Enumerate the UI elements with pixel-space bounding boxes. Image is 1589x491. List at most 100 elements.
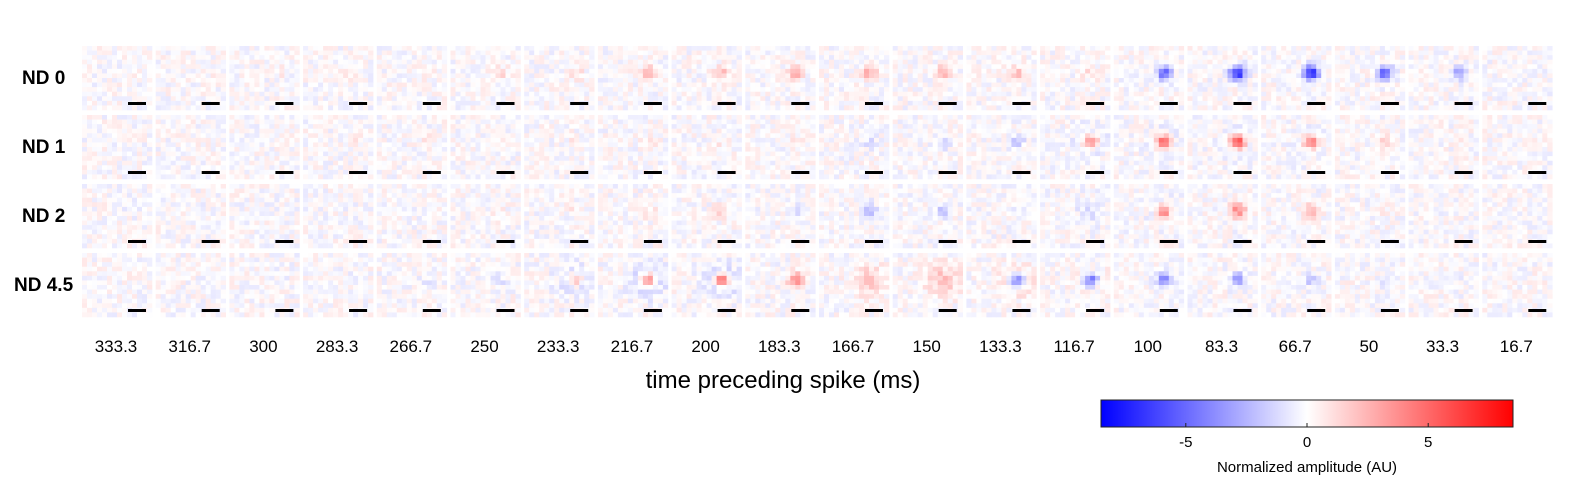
heatmap-cell [460, 87, 466, 93]
heatmap-cell [122, 82, 128, 88]
heatmap-cell [480, 64, 486, 70]
heatmap-tile [1261, 46, 1332, 111]
heatmap-cell [765, 82, 771, 88]
heatmap-cell [800, 91, 806, 97]
heatmap-cell [1547, 100, 1553, 106]
heatmap-cell [294, 137, 300, 143]
heatmap-cell [1173, 105, 1180, 111]
heatmap-cell [1222, 105, 1228, 111]
heatmap-cell [1502, 68, 1508, 74]
heatmap-cell [1227, 96, 1233, 102]
heatmap-cell [716, 64, 722, 70]
heatmap-cell [637, 59, 644, 65]
heatmap-cell [82, 156, 88, 162]
heatmap-cell [210, 50, 216, 56]
heatmap-cell [805, 64, 811, 70]
heatmap-cell [1026, 73, 1032, 79]
heatmap-cell [1075, 68, 1081, 74]
heatmap-cell [1443, 55, 1449, 61]
heatmap-cell [358, 78, 364, 83]
heatmap-cell [1438, 59, 1444, 65]
heatmap-cell [1281, 50, 1287, 56]
heatmap-cell [1100, 78, 1106, 83]
heatmap-cell [294, 68, 300, 74]
heatmap-cell [1316, 87, 1322, 93]
heatmap-cell [785, 82, 791, 88]
heatmap-cell [205, 115, 211, 120]
heatmap-cell [795, 55, 801, 61]
heatmap-cell [249, 105, 255, 111]
heatmap-cell [1055, 100, 1061, 106]
heatmap-cell [475, 50, 481, 56]
heatmap-cell [1482, 87, 1488, 93]
heatmap-cell [1448, 87, 1454, 93]
heatmap-cell [112, 105, 118, 111]
heatmap-cell [431, 73, 438, 79]
heatmap-cell [976, 87, 982, 93]
heatmap-cell [897, 105, 903, 111]
heatmap-cell [485, 64, 491, 70]
heatmap-cell [800, 105, 806, 111]
heatmap-cell [574, 59, 580, 65]
heatmap-cell [869, 91, 875, 97]
heatmap-cell [731, 73, 737, 79]
heatmap-cell [957, 46, 963, 51]
heatmap-cell [622, 46, 629, 51]
heatmap-cell [289, 64, 295, 70]
heatmap-cell [681, 78, 687, 83]
heatmap-cell [127, 124, 133, 130]
heatmap-cell [810, 46, 816, 51]
heatmap-cell [391, 73, 398, 79]
heatmap-cell [957, 73, 963, 79]
heatmap-cell [1542, 64, 1548, 70]
heatmap-cell [450, 55, 456, 61]
heatmap-cell [671, 100, 677, 106]
heatmap-cell [549, 100, 555, 106]
heatmap-cell [264, 165, 270, 171]
heatmap-cell [539, 68, 545, 74]
heatmap-cell [205, 151, 211, 157]
heatmap-cell [805, 46, 811, 51]
heatmap-cell [1349, 105, 1356, 111]
heatmap-cell [254, 119, 260, 125]
heatmap-cell [1354, 46, 1361, 51]
heatmap-cell [495, 87, 501, 93]
heatmap-cell [849, 59, 855, 65]
heatmap-cell [1389, 59, 1396, 65]
heatmap-cell [622, 59, 629, 65]
heatmap-cell [391, 160, 398, 166]
heatmap-cell [795, 91, 801, 97]
heatmap-cell [1040, 68, 1046, 74]
heatmap-cell [1163, 68, 1170, 74]
heatmap-cell [515, 100, 521, 106]
heatmap-cell [1276, 87, 1282, 93]
heatmap-cell [386, 137, 393, 143]
heatmap-cell [612, 78, 619, 83]
heatmap-cell [1389, 91, 1396, 97]
heatmap-cell [470, 91, 476, 97]
heatmap-cell [1334, 46, 1341, 51]
heatmap-cell [353, 165, 359, 171]
heatmap-cell [416, 133, 423, 139]
heatmap-cell [165, 156, 171, 162]
heatmap-cell [1492, 64, 1498, 70]
heatmap-cell [269, 115, 275, 120]
heatmap-cell [1261, 55, 1267, 61]
heatmap-cell [229, 115, 235, 120]
heatmap-cell [210, 142, 216, 148]
heatmap-cell [1527, 68, 1533, 74]
heatmap-cell [1542, 96, 1548, 102]
heatmap-cell [122, 59, 128, 65]
heatmap-cell [1271, 73, 1277, 79]
heatmap-cell [348, 105, 354, 111]
heatmap-cell [1507, 50, 1513, 56]
heatmap-cell [1123, 105, 1130, 111]
heatmap-cell [239, 137, 245, 143]
heatmap-cell [805, 105, 811, 111]
heatmap-cell [348, 96, 354, 102]
heatmap-cell [190, 55, 196, 61]
heatmap-cell [952, 55, 958, 61]
heatmap-cell [254, 59, 260, 65]
scale-bar [1454, 102, 1473, 105]
heatmap-cell [1060, 73, 1066, 79]
